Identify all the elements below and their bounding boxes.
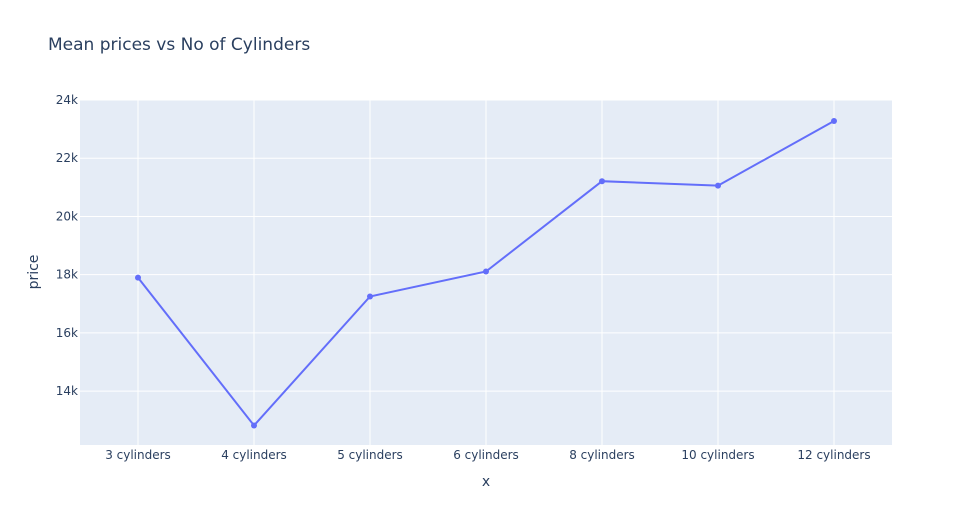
x-tick-label: 10 cylinders	[681, 448, 754, 462]
data-point[interactable]	[831, 117, 837, 124]
x-tick-label: 4 cylinders	[221, 448, 287, 462]
grid-lines	[80, 99, 892, 445]
data-point[interactable]	[599, 178, 605, 185]
x-axis-title: x	[482, 474, 490, 490]
y-axis-ticks: 14k 16k 18k 20k 22k 24k	[56, 93, 78, 398]
x-axis-ticks: 3 cylinders 4 cylinders 5 cylinders 6 cylin…	[105, 448, 870, 462]
series-points	[135, 117, 837, 429]
y-tick-label: 14k	[56, 384, 78, 398]
y-tick-label: 20k	[56, 209, 78, 223]
x-tick-label: 8 cylinders	[569, 448, 635, 462]
x-tick-label: 5 cylinders	[337, 448, 403, 462]
chart-title: Mean prices vs No of Cylinders	[48, 35, 310, 55]
x-tick-label: 3 cylinders	[105, 448, 171, 462]
x-tick-label: 6 cylinders	[453, 448, 519, 462]
data-point[interactable]	[367, 293, 373, 300]
y-tick-label: 24k	[56, 93, 78, 107]
y-tick-label: 16k	[56, 326, 78, 340]
y-tick-label: 18k	[56, 268, 78, 282]
y-tick-label: 22k	[56, 151, 78, 165]
data-point[interactable]	[251, 422, 257, 429]
x-tick-label: 12 cylinders	[797, 448, 870, 462]
data-point[interactable]	[483, 268, 489, 275]
data-point[interactable]	[715, 182, 721, 189]
data-point[interactable]	[135, 274, 141, 281]
y-axis-title: price	[26, 255, 42, 290]
